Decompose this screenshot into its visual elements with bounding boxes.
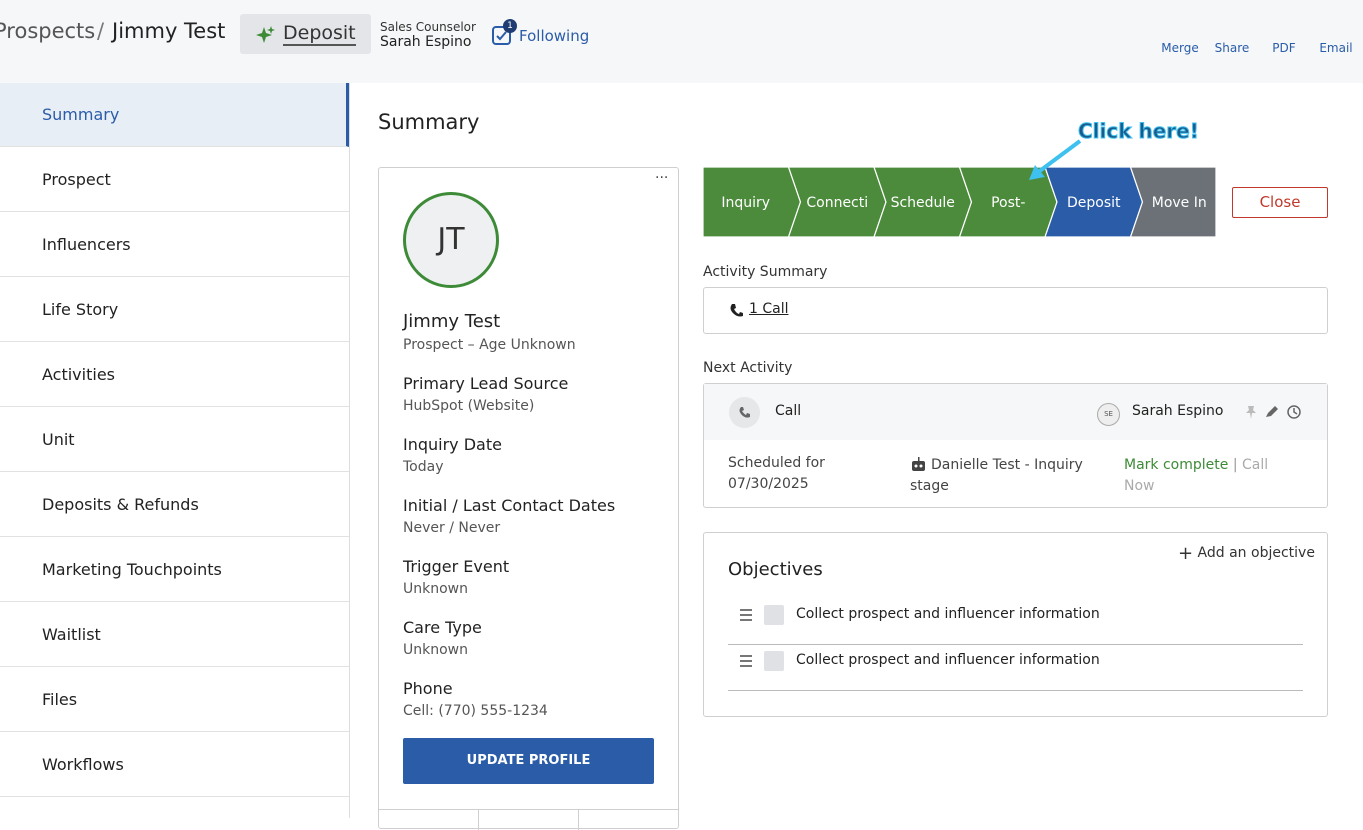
profile-card: ··· JT Jimmy Test Prospect – Age Unknown… xyxy=(378,167,679,830)
breadcrumb-current: Jimmy Test xyxy=(112,19,226,43)
sidebar-item[interactable]: Waitlist xyxy=(0,603,349,667)
checkbox[interactable] xyxy=(764,605,784,625)
sidebar-item[interactable]: Summary xyxy=(0,83,349,147)
next-activity-box: Call SE Sarah Espino Scheduled for 07/30… xyxy=(703,383,1328,508)
pipeline: Inquiry Connecti Schedule Post- Deposit Move … xyxy=(703,167,1217,238)
activity-summary-label: Activity Summary xyxy=(703,264,828,280)
mark-complete[interactable]: Mark complete xyxy=(1124,457,1229,473)
stage-label: Connecti xyxy=(806,195,868,211)
following-icon xyxy=(492,26,511,45)
stage-label: Inquiry xyxy=(721,195,770,211)
counselor-name: Sarah Espino xyxy=(380,34,472,50)
stage-label: Schedule xyxy=(891,195,955,211)
checkbox[interactable] xyxy=(764,651,784,671)
phone-icon xyxy=(730,304,743,317)
stage-button[interactable]: Deposit xyxy=(240,14,371,54)
breadcrumb-parent[interactable]: Prospects xyxy=(0,19,96,43)
workflow: Danielle Test - Inquiry stage xyxy=(910,457,1083,494)
field-value: Unknown xyxy=(403,642,468,658)
action-label[interactable]: Share xyxy=(1214,41,1250,55)
objectives-title: Objectives xyxy=(728,559,823,580)
objectives-box: + Add an objective Objectives Collect pr… xyxy=(703,532,1328,717)
card-tabs xyxy=(379,809,678,830)
close-button[interactable]: Close xyxy=(1232,187,1328,218)
call-icon xyxy=(729,397,760,428)
stage-label: Deposit xyxy=(1067,195,1121,211)
field-label: Care Type xyxy=(403,618,482,637)
drag-handle[interactable] xyxy=(740,655,752,667)
add-objective[interactable]: + Add an objective xyxy=(1178,543,1315,564)
sidebar-item[interactable]: Prospect xyxy=(0,148,349,212)
action-label[interactable]: PDF xyxy=(1272,41,1296,55)
card-menu[interactable]: ··· xyxy=(655,170,669,186)
robot-icon xyxy=(912,457,925,471)
update-profile-button[interactable]: UPDATE PROFILE xyxy=(403,738,654,784)
profile-subtitle: Prospect – Age Unknown xyxy=(403,337,576,353)
sidebar-item[interactable]: Deposits & Refunds xyxy=(0,473,349,537)
add-objective-label[interactable]: Add an objective xyxy=(1197,545,1315,561)
objective-divider xyxy=(728,690,1303,691)
action-label[interactable]: Merge xyxy=(1161,41,1199,55)
following-count: 1 xyxy=(503,19,517,33)
activity-link[interactable]: 1 Call xyxy=(749,301,789,317)
callout: Click here! xyxy=(1078,119,1200,144)
sidebar: Summary Prospect Influencers Life Story Acti… xyxy=(0,83,350,818)
action-label[interactable]: Email xyxy=(1319,41,1353,55)
field-value: Cell: (770) 555-1234 xyxy=(403,703,548,719)
activity-tools[interactable] xyxy=(1244,404,1302,420)
drag-handle[interactable] xyxy=(740,609,752,621)
stage-label: Post- xyxy=(991,195,1025,211)
field-label: Primary Lead Source xyxy=(403,374,569,393)
avatar: JT xyxy=(403,192,499,288)
sidebar-item[interactable]: Workflows xyxy=(0,733,349,797)
field-label: Inquiry Date xyxy=(403,435,502,454)
assignee: Sarah Espino xyxy=(1132,403,1224,419)
scheduled-date: 07/30/2025 xyxy=(728,476,809,492)
objective: Collect prospect and influencer informat… xyxy=(796,606,1100,622)
field-value: Unknown xyxy=(403,581,468,597)
objective-divider xyxy=(728,644,1303,645)
breadcrumb-separator: / xyxy=(97,19,105,43)
sidebar-item[interactable]: Life Story xyxy=(0,278,349,342)
sidebar-item[interactable]: Files xyxy=(0,668,349,732)
field-value: Never / Never xyxy=(403,520,501,536)
action-separator: | xyxy=(1232,457,1238,473)
stage-label: Move In xyxy=(1152,195,1207,211)
activity-type: Call xyxy=(775,403,802,419)
profile-name: Jimmy Test xyxy=(403,311,501,332)
field-label: Phone xyxy=(403,679,453,698)
call-now[interactable]: Call Now xyxy=(1124,457,1269,494)
pipeline-stage[interactable] xyxy=(1129,167,1217,238)
section-title: Summary xyxy=(378,110,480,134)
activity-actions: Mark complete | Call Now xyxy=(1124,455,1294,497)
assignee-avatar: SE xyxy=(1097,403,1120,426)
field-label: Trigger Event xyxy=(403,557,510,576)
activity-summary-box: 1 Call xyxy=(703,287,1328,334)
scheduled-label: Scheduled for xyxy=(728,455,825,471)
following-label[interactable]: Following xyxy=(519,27,590,45)
field-label: Initial / Last Contact Dates xyxy=(403,496,616,515)
sidebar-item[interactable]: Influencers xyxy=(0,213,349,277)
field-value: HubSpot (Website) xyxy=(403,398,535,414)
sidebar-item[interactable]: Marketing Touchpoints xyxy=(0,538,349,602)
next-activity-label: Next Activity xyxy=(703,360,793,376)
sidebar-item[interactable]: Activities xyxy=(0,343,349,407)
counselor-label: Sales Counselor xyxy=(380,20,476,34)
sidebar-item[interactable]: Unit xyxy=(0,408,349,472)
next-activity-head xyxy=(704,384,1327,440)
sparkle-icon xyxy=(256,26,275,43)
field-value: Today xyxy=(403,459,444,475)
objective: Collect prospect and influencer informat… xyxy=(796,652,1100,668)
stage-button-label: Deposit xyxy=(283,22,356,46)
header: Prospects / Jimmy Test Deposit Sales Cou… xyxy=(0,0,1363,83)
callout-arrow xyxy=(1029,139,1082,180)
